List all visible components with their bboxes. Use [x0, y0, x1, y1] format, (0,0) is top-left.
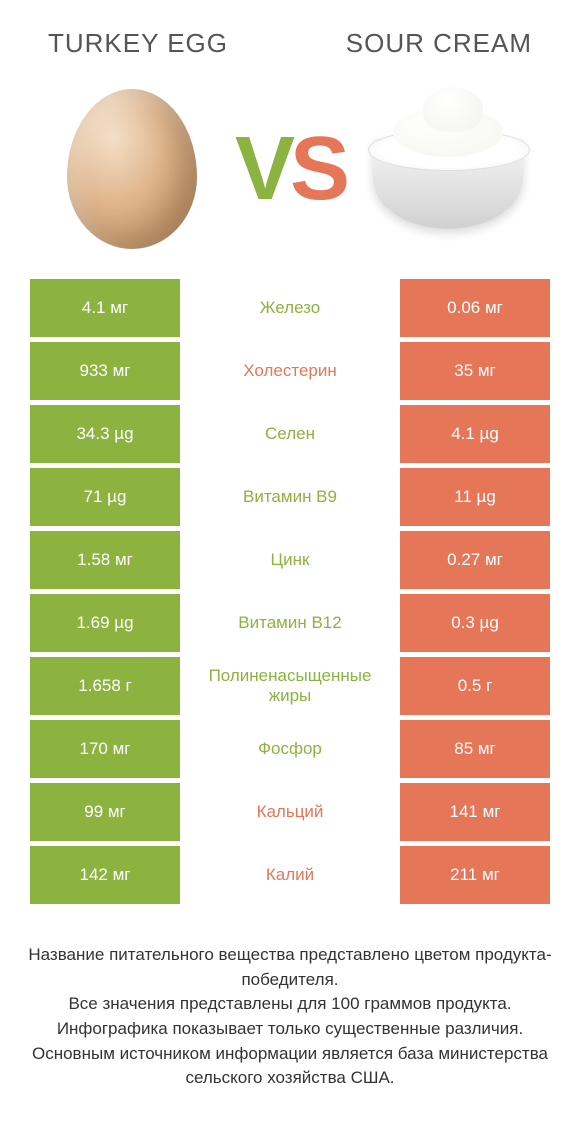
- vs-v-letter: V: [235, 118, 290, 221]
- vs-label: VS: [235, 118, 345, 221]
- right-value-cell: 211 мг: [400, 846, 550, 904]
- table-row: 34.3 µgСелен4.1 µg: [30, 405, 550, 463]
- right-value-cell: 0.3 µg: [400, 594, 550, 652]
- vs-s-letter: S: [290, 118, 345, 221]
- left-value-cell: 1.69 µg: [30, 594, 180, 652]
- egg-icon: [67, 89, 197, 249]
- bowl-icon: [363, 99, 533, 239]
- right-value-cell: 0.5 г: [400, 657, 550, 715]
- nutrient-label: Калий: [180, 846, 400, 904]
- sour-cream-image: [358, 79, 538, 259]
- left-value-cell: 1.658 г: [30, 657, 180, 715]
- footer-line: Название питательного вещества представл…: [26, 943, 554, 992]
- nutrient-label: Кальций: [180, 783, 400, 841]
- nutrient-label: Селен: [180, 405, 400, 463]
- table-row: 142 мгКалий211 мг: [30, 846, 550, 904]
- left-value-cell: 4.1 мг: [30, 279, 180, 337]
- right-food-title: SOUR CREAM: [346, 28, 532, 59]
- header: TURKEY EGG SOUR CREAM: [0, 0, 580, 59]
- nutrient-label: Фосфор: [180, 720, 400, 778]
- left-value-cell: 34.3 µg: [30, 405, 180, 463]
- left-food-title: TURKEY EGG: [48, 28, 228, 59]
- right-value-cell: 11 µg: [400, 468, 550, 526]
- table-row: 4.1 мгЖелезо0.06 мг: [30, 279, 550, 337]
- nutrient-label: Витамин B9: [180, 468, 400, 526]
- footer-line: Все значения представлены для 100 граммо…: [26, 992, 554, 1017]
- nutrient-label: Полиненасыщенные жиры: [180, 657, 400, 715]
- left-value-cell: 933 мг: [30, 342, 180, 400]
- left-value-cell: 99 мг: [30, 783, 180, 841]
- right-value-cell: 0.27 мг: [400, 531, 550, 589]
- footer-line: Инфографика показывает только существенн…: [26, 1017, 554, 1042]
- nutrient-label: Цинк: [180, 531, 400, 589]
- table-row: 933 мгХолестерин35 мг: [30, 342, 550, 400]
- right-value-cell: 141 мг: [400, 783, 550, 841]
- turkey-egg-image: [42, 79, 222, 259]
- table-row: 1.69 µgВитамин B120.3 µg: [30, 594, 550, 652]
- left-value-cell: 142 мг: [30, 846, 180, 904]
- footer-line: Основным источником информации является …: [26, 1042, 554, 1091]
- table-row: 71 µgВитамин B911 µg: [30, 468, 550, 526]
- comparison-table: 4.1 мгЖелезо0.06 мг933 мгХолестерин35 мг…: [0, 279, 580, 904]
- table-row: 170 мгФосфор85 мг: [30, 720, 550, 778]
- left-value-cell: 170 мг: [30, 720, 180, 778]
- right-value-cell: 35 мг: [400, 342, 550, 400]
- nutrient-label: Витамин B12: [180, 594, 400, 652]
- table-row: 99 мгКальций141 мг: [30, 783, 550, 841]
- nutrient-label: Холестерин: [180, 342, 400, 400]
- table-row: 1.658 гПолиненасыщенные жиры0.5 г: [30, 657, 550, 715]
- right-value-cell: 85 мг: [400, 720, 550, 778]
- table-row: 1.58 мгЦинк0.27 мг: [30, 531, 550, 589]
- footer-text: Название питательного вещества представл…: [0, 909, 580, 1091]
- right-value-cell: 4.1 µg: [400, 405, 550, 463]
- right-value-cell: 0.06 мг: [400, 279, 550, 337]
- left-value-cell: 71 µg: [30, 468, 180, 526]
- nutrient-label: Железо: [180, 279, 400, 337]
- left-value-cell: 1.58 мг: [30, 531, 180, 589]
- images-row: VS: [0, 59, 580, 279]
